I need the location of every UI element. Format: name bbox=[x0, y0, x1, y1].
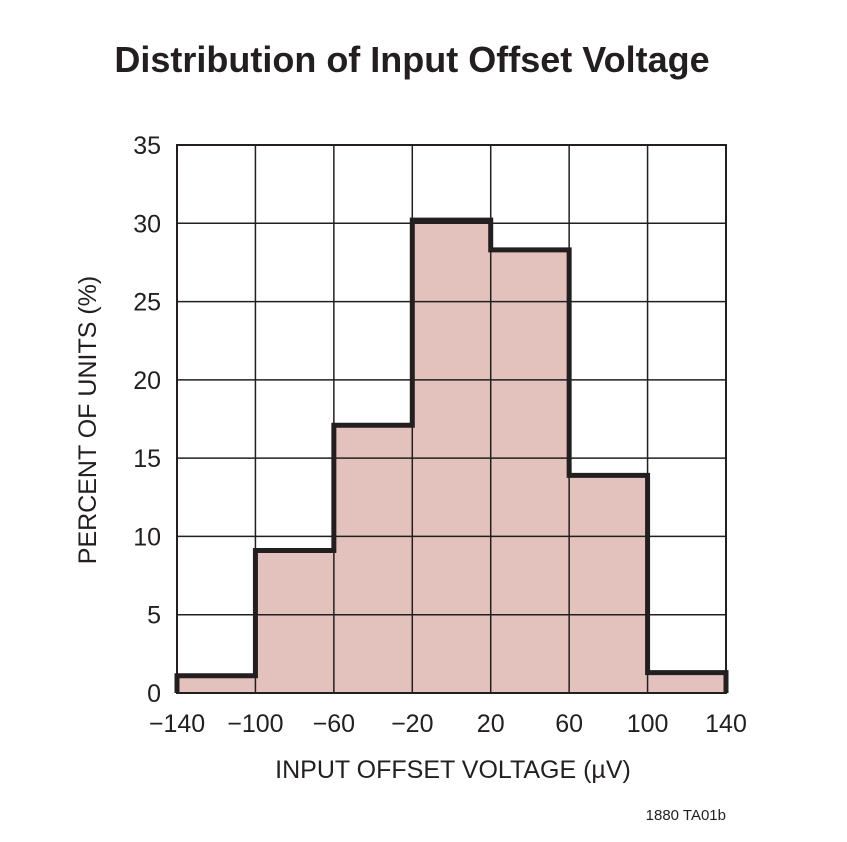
histogram-bar bbox=[177, 675, 256, 693]
figure-code: 1880 TA01b bbox=[646, 807, 726, 824]
x-tick-label: 100 bbox=[627, 710, 669, 738]
y-tick-label: 10 bbox=[133, 523, 161, 551]
y-axis-label: PERCENT OF UNITS (%) bbox=[74, 276, 102, 564]
x-tick-label: −140 bbox=[149, 710, 205, 738]
x-tick-label: 60 bbox=[555, 710, 583, 738]
histogram-bar bbox=[490, 249, 570, 693]
x-tick-label: −100 bbox=[227, 710, 283, 738]
y-tick-label: 35 bbox=[133, 132, 161, 160]
y-tick-label: 25 bbox=[133, 289, 161, 317]
x-tick-labels: −140 −100 −60 −20 20 60 100 140 bbox=[149, 710, 747, 738]
x-tick-label: 140 bbox=[705, 710, 747, 738]
x-axis-label: INPUT OFFSET VOLTAGE (µV) bbox=[275, 756, 631, 784]
y-tick-labels: 0 5 10 15 20 25 30 35 bbox=[133, 132, 161, 708]
histogram-bar bbox=[412, 220, 491, 693]
chart-title: Distribution of Input Offset Voltage bbox=[114, 39, 709, 80]
x-tick-label: −60 bbox=[313, 710, 355, 738]
x-tick-label: 20 bbox=[477, 710, 505, 738]
histogram-bars bbox=[177, 220, 726, 693]
histogram-outline bbox=[174, 217, 729, 693]
y-tick-label: 15 bbox=[133, 445, 161, 473]
histogram-bar bbox=[333, 425, 413, 693]
plot-frame bbox=[176, 144, 727, 694]
histogram-bar bbox=[647, 672, 726, 693]
y-tick-label: 30 bbox=[133, 210, 161, 238]
x-tick-label: −20 bbox=[391, 710, 433, 738]
histogram-bar bbox=[255, 550, 334, 693]
histogram-bar bbox=[569, 475, 648, 693]
y-tick-label: 20 bbox=[133, 367, 161, 395]
y-tick-label: 5 bbox=[147, 602, 161, 630]
y-tick-label: 0 bbox=[147, 680, 161, 708]
